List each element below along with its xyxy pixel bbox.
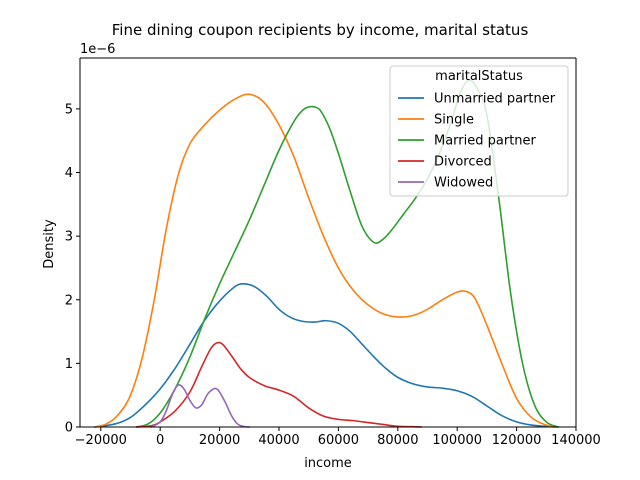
x-tick-label: 0 [156, 433, 164, 448]
legend-frame [389, 65, 569, 197]
legend: maritalStatus Unmarried partner Single Mar… [389, 65, 569, 197]
y-tick-label: 2 [65, 293, 73, 308]
x-tick-label: 140000 [551, 433, 601, 448]
series-line-divorced [135, 341, 423, 428]
x-tick-label: 40000 [258, 433, 299, 448]
series-line-widowed [150, 383, 251, 428]
x-tick-label: 60000 [318, 433, 359, 448]
legend-label-single: Single [434, 113, 474, 128]
y-axis-label: Density [42, 219, 57, 269]
legend-label-married-partner: Married partner [434, 134, 537, 149]
y-tick-label: 5 [65, 102, 73, 117]
legend-label-divorced: Divorced [434, 155, 492, 170]
y-tick-label: 0 [65, 421, 73, 436]
series-line-single [94, 93, 559, 428]
series-line-unmarried-partner [94, 283, 557, 428]
y-tick-label: 3 [65, 230, 73, 245]
x-axis-label: income [304, 456, 352, 471]
y-tick-label: 1 [65, 357, 73, 372]
x-tick-label: 80000 [377, 433, 418, 448]
chart-title: Fine dining coupon recipients by income,… [112, 21, 529, 39]
legend-title: maritalStatus [435, 69, 523, 84]
x-tick-label: 120000 [492, 433, 542, 448]
legend-label-widowed: Widowed [434, 176, 493, 191]
x-tick-label: 20000 [199, 433, 240, 448]
legend-label-unmarried-partner: Unmarried partner [434, 92, 556, 107]
x-tick-label: −20000 [75, 433, 127, 448]
x-tick-label: 100000 [432, 433, 482, 448]
y-tick-label: 4 [65, 166, 73, 181]
y-offset-label: 1e−6 [80, 42, 115, 57]
plot-area: −20000 0 20000 40000 60000 80000 100000 120000 1… [65, 57, 601, 448]
